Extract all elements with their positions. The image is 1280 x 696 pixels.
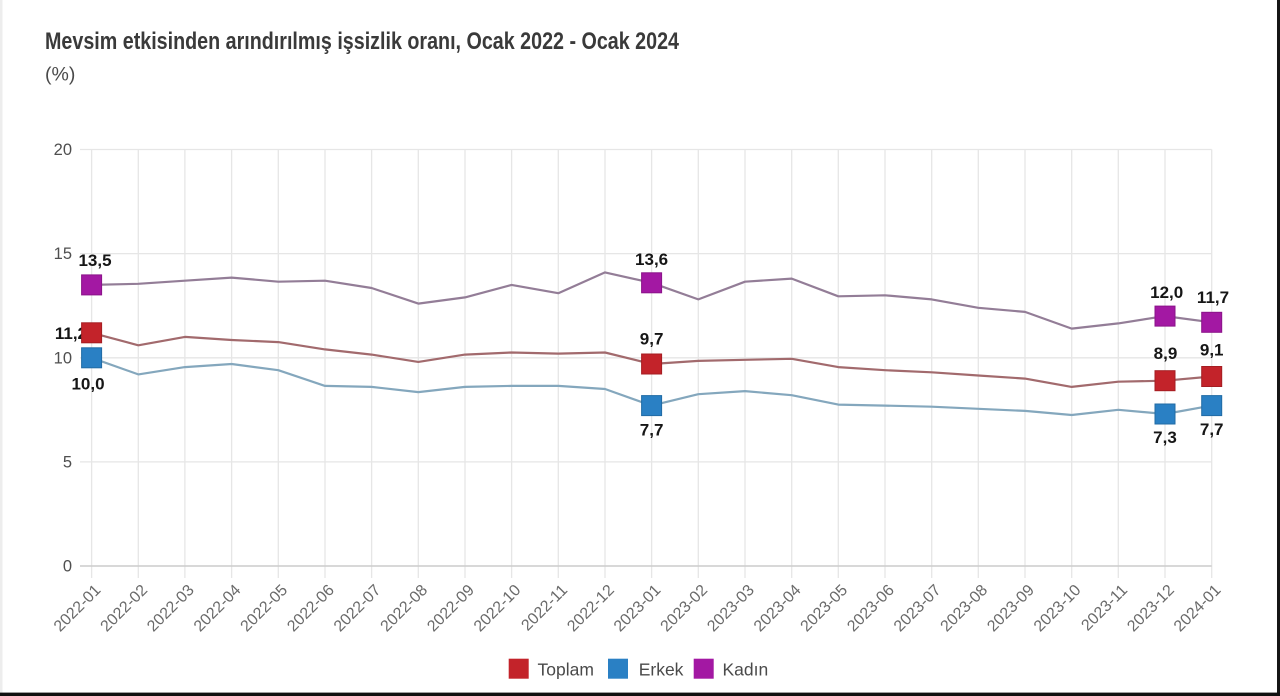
svg-text:12,0: 12,0 <box>1150 283 1183 302</box>
svg-text:Kadın: Kadın <box>723 660 769 680</box>
svg-text:Mevsim etkisinden arındırılmış: Mevsim etkisinden arındırılmış işsizlik … <box>45 28 679 55</box>
svg-text:(%): (%) <box>45 64 75 86</box>
svg-text:11,2: 11,2 <box>55 324 87 343</box>
svg-text:9,7: 9,7 <box>640 330 664 349</box>
svg-text:20: 20 <box>54 141 72 159</box>
svg-text:11,7: 11,7 <box>1197 288 1229 307</box>
svg-text:7,7: 7,7 <box>640 421 664 440</box>
svg-text:7,3: 7,3 <box>1153 428 1177 447</box>
svg-text:7,7: 7,7 <box>1200 420 1224 439</box>
svg-text:0: 0 <box>63 558 72 576</box>
svg-text:10,0: 10,0 <box>71 374 104 393</box>
svg-text:Toplam: Toplam <box>538 660 594 680</box>
svg-text:8,9: 8,9 <box>1154 344 1178 363</box>
svg-text:13,6: 13,6 <box>635 250 668 269</box>
svg-text:10: 10 <box>54 349 72 367</box>
svg-text:5: 5 <box>63 453 72 471</box>
svg-text:Erkek: Erkek <box>639 660 684 680</box>
svg-text:9,1: 9,1 <box>1200 341 1224 360</box>
svg-text:15: 15 <box>54 245 72 263</box>
svg-text:13,5: 13,5 <box>78 251 111 270</box>
